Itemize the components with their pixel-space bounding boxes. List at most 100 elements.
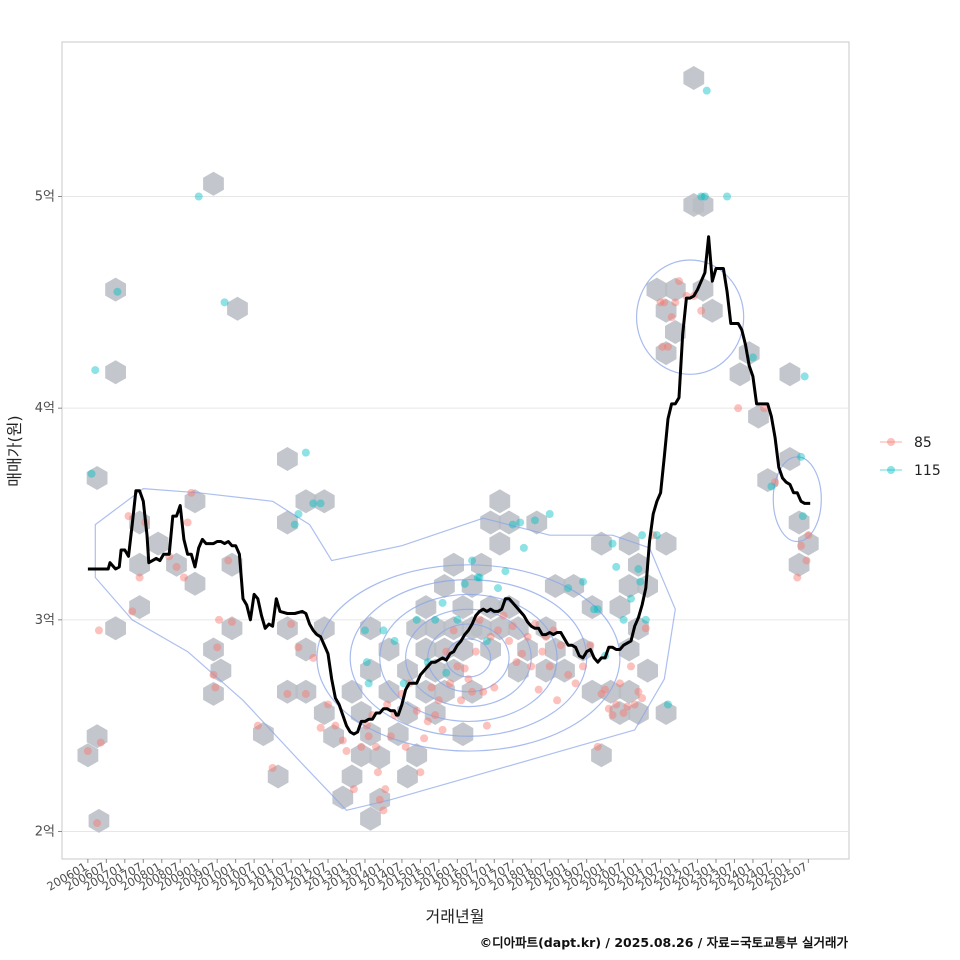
data-point-115 (379, 626, 388, 635)
data-point-85 (518, 649, 527, 658)
hexbin (166, 552, 187, 577)
hexbin (618, 531, 640, 556)
hexbin (277, 510, 298, 535)
data-point-115 (399, 679, 408, 688)
y-axis-title: 매매가(원) (5, 415, 24, 486)
hexbin (798, 531, 819, 556)
x-tick-label: 202507 (765, 859, 810, 893)
hexbin (203, 681, 224, 706)
data-point-115 (767, 482, 776, 491)
data-point-85 (416, 768, 425, 777)
data-point-85 (493, 626, 502, 635)
data-point-85 (287, 620, 296, 629)
data-point-85 (427, 683, 436, 692)
density-contour (94, 488, 676, 811)
y-tick-label: 4억 (35, 401, 55, 416)
hexbin (313, 701, 335, 725)
hexbin (609, 701, 631, 725)
data-point-115 (608, 539, 617, 548)
data-point-85 (420, 734, 429, 743)
data-point-85 (601, 685, 610, 694)
data-point-115 (796, 452, 805, 461)
hexbin (277, 616, 298, 641)
data-point-85 (187, 488, 196, 497)
data-point-115 (113, 287, 122, 296)
data-point-115 (442, 668, 451, 677)
data-point-85 (512, 658, 521, 667)
data-point-115 (697, 192, 706, 201)
data-point-85 (434, 696, 443, 705)
hexbin (369, 745, 391, 770)
hexbin (443, 616, 464, 641)
hexbin (526, 510, 548, 535)
data-point-85 (338, 736, 347, 745)
data-point-85 (615, 679, 624, 688)
x-axis-title: 거래년월 (426, 907, 485, 926)
data-point-85 (793, 573, 802, 582)
hexbin (277, 679, 298, 704)
data-point-85 (301, 689, 310, 698)
data-point-85 (386, 732, 395, 741)
legend-key-point (887, 438, 895, 446)
legend-key-point (887, 466, 895, 474)
data-point-85 (324, 700, 333, 709)
scatter-points (83, 86, 813, 828)
data-point-115 (309, 499, 318, 508)
hexbin (360, 806, 381, 831)
hexbin (692, 193, 714, 217)
data-point-115 (360, 626, 369, 635)
hexbin (341, 679, 363, 704)
data-point-115 (468, 556, 477, 565)
data-point-115 (636, 577, 645, 586)
data-point-85 (553, 696, 562, 705)
hexbin (683, 66, 705, 90)
hexbin (295, 637, 317, 662)
data-point-85 (468, 687, 477, 696)
data-point-85 (349, 785, 358, 794)
hexbin (378, 637, 400, 662)
hexbin (203, 637, 224, 662)
data-point-85 (471, 647, 480, 656)
data-point-115 (87, 469, 96, 478)
data-point-85 (209, 670, 218, 679)
hexbin (748, 404, 769, 429)
data-point-115 (578, 577, 587, 586)
data-point-85 (638, 694, 647, 703)
data-point-85 (215, 615, 224, 624)
density-contours (94, 259, 822, 811)
hexbin (729, 362, 751, 387)
data-point-115 (638, 531, 647, 540)
hexbin (105, 360, 126, 385)
hexbin (618, 574, 640, 598)
hexbin (498, 510, 520, 535)
data-point-85 (499, 611, 508, 620)
data-point-85 (675, 277, 684, 286)
hexbin (221, 616, 243, 641)
data-point-85 (373, 768, 382, 777)
data-point-85 (316, 723, 325, 732)
data-point-115 (460, 579, 469, 588)
hexbin (184, 489, 206, 514)
hexbin (443, 658, 464, 683)
density-contour (405, 608, 532, 708)
data-point-85 (538, 647, 547, 656)
data-point-115 (220, 298, 229, 307)
data-point-85 (438, 725, 447, 734)
plot-panel (61, 41, 850, 860)
data-point-115 (493, 584, 502, 593)
data-point-115 (641, 615, 650, 624)
hexbin (360, 722, 381, 747)
data-point-85 (505, 636, 514, 645)
data-point-115 (619, 615, 628, 624)
data-point-85 (445, 679, 454, 688)
hexbin (332, 785, 354, 810)
hexbin (378, 679, 400, 704)
data-point-85 (331, 721, 340, 730)
caption: ©디아파트(dapt.kr) / 2025.08.26 / 자료=국토교통부 실… (480, 935, 849, 950)
data-point-115 (501, 567, 510, 576)
hexbin (554, 658, 575, 683)
data-point-85 (697, 306, 706, 315)
data-point-115 (798, 512, 807, 521)
hexbin (701, 298, 723, 323)
